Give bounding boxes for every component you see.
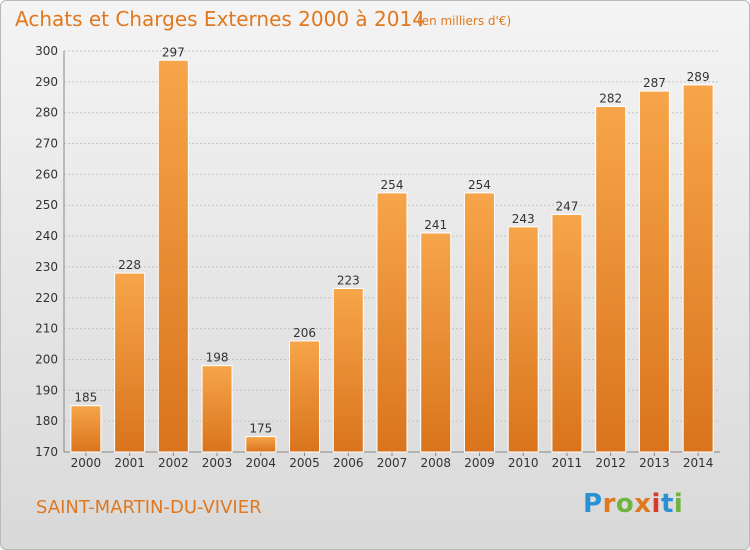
data-label: 287 <box>643 76 666 90</box>
data-label: 223 <box>337 274 360 288</box>
bars <box>70 59 714 453</box>
x-tick-label: 2002 <box>158 456 189 470</box>
bar-2012 <box>595 106 627 453</box>
data-label: 206 <box>293 326 316 340</box>
bar-2014 <box>682 84 714 453</box>
y-tick-label: 300 <box>35 44 58 58</box>
data-label: 254 <box>381 178 404 192</box>
bar-2000 <box>70 405 102 453</box>
data-label: 241 <box>424 218 447 232</box>
y-tick-label: 280 <box>35 106 58 120</box>
y-tick-label: 210 <box>35 322 58 336</box>
y-tick-label: 230 <box>35 260 58 274</box>
data-label: 282 <box>599 92 622 106</box>
bar-2005 <box>289 340 321 453</box>
data-label: 175 <box>249 422 272 436</box>
bar-2006 <box>332 288 364 453</box>
proxiti-logo: Proxiti <box>583 489 684 519</box>
data-labels: 185 228 297 198 175 206 223 254 241 254 243 247 282 2… <box>74 45 709 435</box>
data-label: 289 <box>687 70 710 84</box>
x-tick-label: 2008 <box>420 456 451 470</box>
bar-2007 <box>376 192 408 453</box>
data-label: 228 <box>118 258 141 272</box>
x-tick-label: 2013 <box>639 456 670 470</box>
bar-2013 <box>638 90 670 453</box>
x-tick-label: 2003 <box>202 456 233 470</box>
data-label: 185 <box>74 391 97 405</box>
x-tick-label: 2014 <box>683 456 714 470</box>
x-tick-label: 2004 <box>246 456 277 470</box>
y-tick-label: 190 <box>35 383 58 397</box>
y-tick-label: 260 <box>35 167 58 181</box>
x-tick-label: 2012 <box>595 456 626 470</box>
bar-2008 <box>420 232 452 453</box>
chart-title: Achats et Charges Externes 2000 à 2014 <box>15 7 425 31</box>
x-tick-label: 2010 <box>508 456 539 470</box>
x-tick-label: 2005 <box>289 456 320 470</box>
y-tick-label: 270 <box>35 137 58 151</box>
data-label: 198 <box>206 351 229 365</box>
x-tick-label: 2000 <box>71 456 102 470</box>
bar-2002 <box>157 59 189 453</box>
data-label: 254 <box>468 178 491 192</box>
y-tick-label: 240 <box>35 229 58 243</box>
bar-2004 <box>245 436 277 453</box>
x-tick-label: 2009 <box>464 456 495 470</box>
bar-2003 <box>201 365 233 453</box>
x-tick-label: 2006 <box>333 456 364 470</box>
data-label: 247 <box>555 199 578 213</box>
y-tick-label: 200 <box>35 352 58 366</box>
x-tick-label: 2007 <box>377 456 408 470</box>
x-tick-label: 2011 <box>552 456 583 470</box>
y-tick-label: 180 <box>35 414 58 428</box>
bar-2001 <box>114 272 146 453</box>
data-label: 297 <box>162 45 185 59</box>
chart-subtitle: (en milliers d'€) <box>417 14 512 28</box>
y-tick-label: 250 <box>35 198 58 212</box>
y-tick-label: 290 <box>35 75 58 89</box>
bar-2010 <box>507 226 539 453</box>
commune-name: SAINT-MARTIN-DU-VIVIER <box>36 497 262 518</box>
data-label: 243 <box>512 212 535 226</box>
y-tick-label: 220 <box>35 291 58 305</box>
bar-2009 <box>463 192 495 453</box>
x-tick-label: 2001 <box>114 456 145 470</box>
bar-2011 <box>551 213 583 453</box>
y-tick-label: 170 <box>35 445 58 459</box>
